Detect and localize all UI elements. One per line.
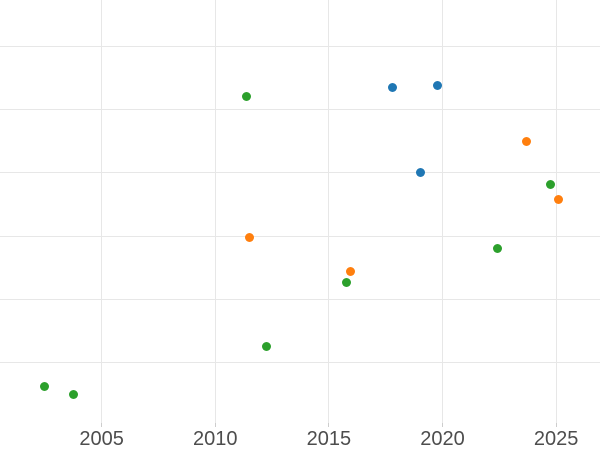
data-point-series-green (241, 91, 251, 101)
data-point-series-green (40, 381, 50, 391)
x-tick-label: 2025 (533, 428, 579, 450)
data-point-series-blue (388, 82, 397, 92)
x-tick-label: 2015 (306, 428, 352, 450)
x-tick-mark (214, 423, 216, 427)
x-gridline (442, 0, 443, 423)
data-point-series-orange (522, 137, 532, 147)
x-tick-mark (442, 423, 443, 427)
x-gridline (101, 0, 103, 423)
data-point-series-blue (415, 168, 425, 178)
data-point-series-green (68, 390, 78, 400)
data-point-series-orange (244, 232, 254, 242)
data-point-series-green (341, 278, 351, 288)
x-tick-label: 2005 (79, 428, 124, 450)
x-tick-mark (328, 423, 330, 427)
y-gridline (0, 172, 600, 174)
data-point-series-orange (554, 194, 564, 204)
data-point-series-green (493, 244, 502, 254)
data-point-series-blue (433, 80, 442, 90)
y-gridline (0, 298, 600, 300)
x-tick-mark (555, 423, 557, 427)
y-gridline (0, 235, 600, 237)
data-point-series-orange (345, 267, 355, 277)
y-gridline (0, 45, 600, 47)
y-gridline (0, 362, 600, 364)
x-tick-label: 2010 (192, 428, 238, 450)
x-tick-label: 2020 (420, 428, 465, 450)
x-tick-mark (101, 423, 103, 427)
y-gridline (0, 108, 600, 110)
x-gridline (555, 0, 557, 423)
x-gridline (328, 0, 330, 423)
data-point-series-green (546, 179, 556, 189)
x-gridline (214, 0, 216, 423)
data-point-series-green (261, 342, 271, 352)
